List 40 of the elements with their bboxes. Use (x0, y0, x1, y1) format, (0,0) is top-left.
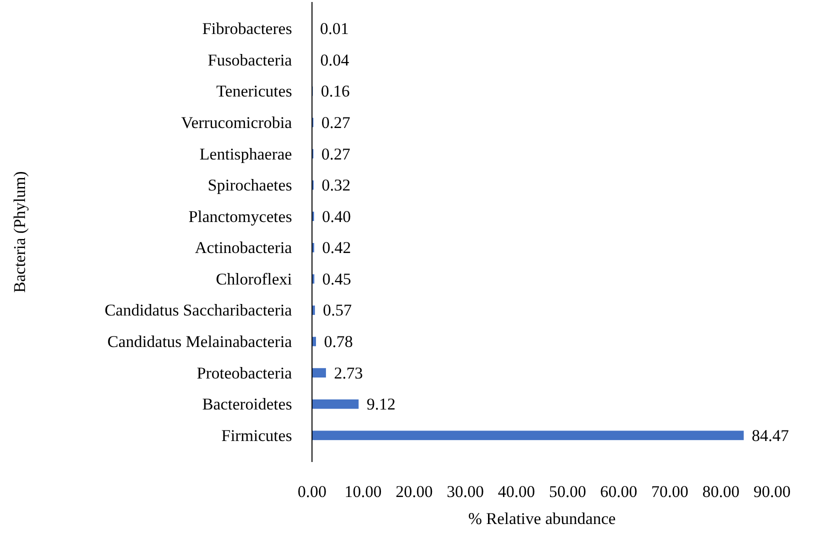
y-tick-label: Chloroflexi (216, 269, 292, 288)
x-tick-label: 50.00 (548, 482, 586, 501)
data-label: 0.27 (321, 112, 350, 132)
x-tick-label: 10.00 (344, 482, 382, 501)
data-label: 0.78 (324, 332, 353, 352)
x-tick-label: 20.00 (396, 482, 433, 501)
y-tick-label: Fibrobacteres (202, 19, 292, 38)
x-tick-label: 40.00 (498, 482, 536, 501)
y-tick-label: Lentisphaerae (199, 144, 292, 164)
y-tick-label: Candidatus Melainabacteria (107, 332, 293, 352)
data-label: 0.57 (322, 300, 352, 320)
data-label: 0.45 (322, 269, 352, 288)
data-label: 0.01 (320, 19, 349, 38)
y-tick-label: Fusobacteria (208, 50, 293, 70)
data-label: 0.27 (321, 144, 350, 164)
y-tick-label: Tenericutes (216, 82, 292, 101)
y-tick-label: Proteobacteria (196, 363, 293, 382)
y-tick-label: Firmicutes (221, 426, 292, 445)
x-tick-label: 80.00 (702, 482, 740, 501)
y-tick-label: Spirochaetes (208, 176, 292, 195)
x-tick-label: 30.00 (446, 482, 484, 501)
data-label: 2.73 (334, 363, 363, 382)
data-label: 0.16 (320, 82, 350, 101)
x-axis-title: % Relative abundance (468, 509, 616, 528)
data-label: 9.12 (366, 394, 396, 414)
x-tick-label: 70.00 (651, 482, 688, 501)
x-tick-label: 90.00 (753, 482, 791, 501)
x-tick-label: 60.00 (600, 482, 638, 501)
data-label: 0.32 (322, 176, 351, 195)
data-label: 0.40 (322, 206, 351, 226)
y-tick-label: Planctomycetes (188, 206, 292, 226)
data-label: 84.47 (752, 426, 789, 445)
data-label: 0.42 (322, 238, 352, 258)
y-tick-label: Actinobacteria (194, 238, 293, 258)
data-label: 0.04 (320, 50, 350, 70)
y-tick-label: Bacteroidetes (202, 394, 292, 414)
y-axis-title: Bacteria (Phylum) (10, 171, 29, 293)
y-tick-label: Candidatus Saccharibacteria (104, 300, 293, 320)
y-tick-label: Verrucomicrobia (181, 112, 293, 132)
x-tick-label: 0.00 (298, 482, 326, 501)
